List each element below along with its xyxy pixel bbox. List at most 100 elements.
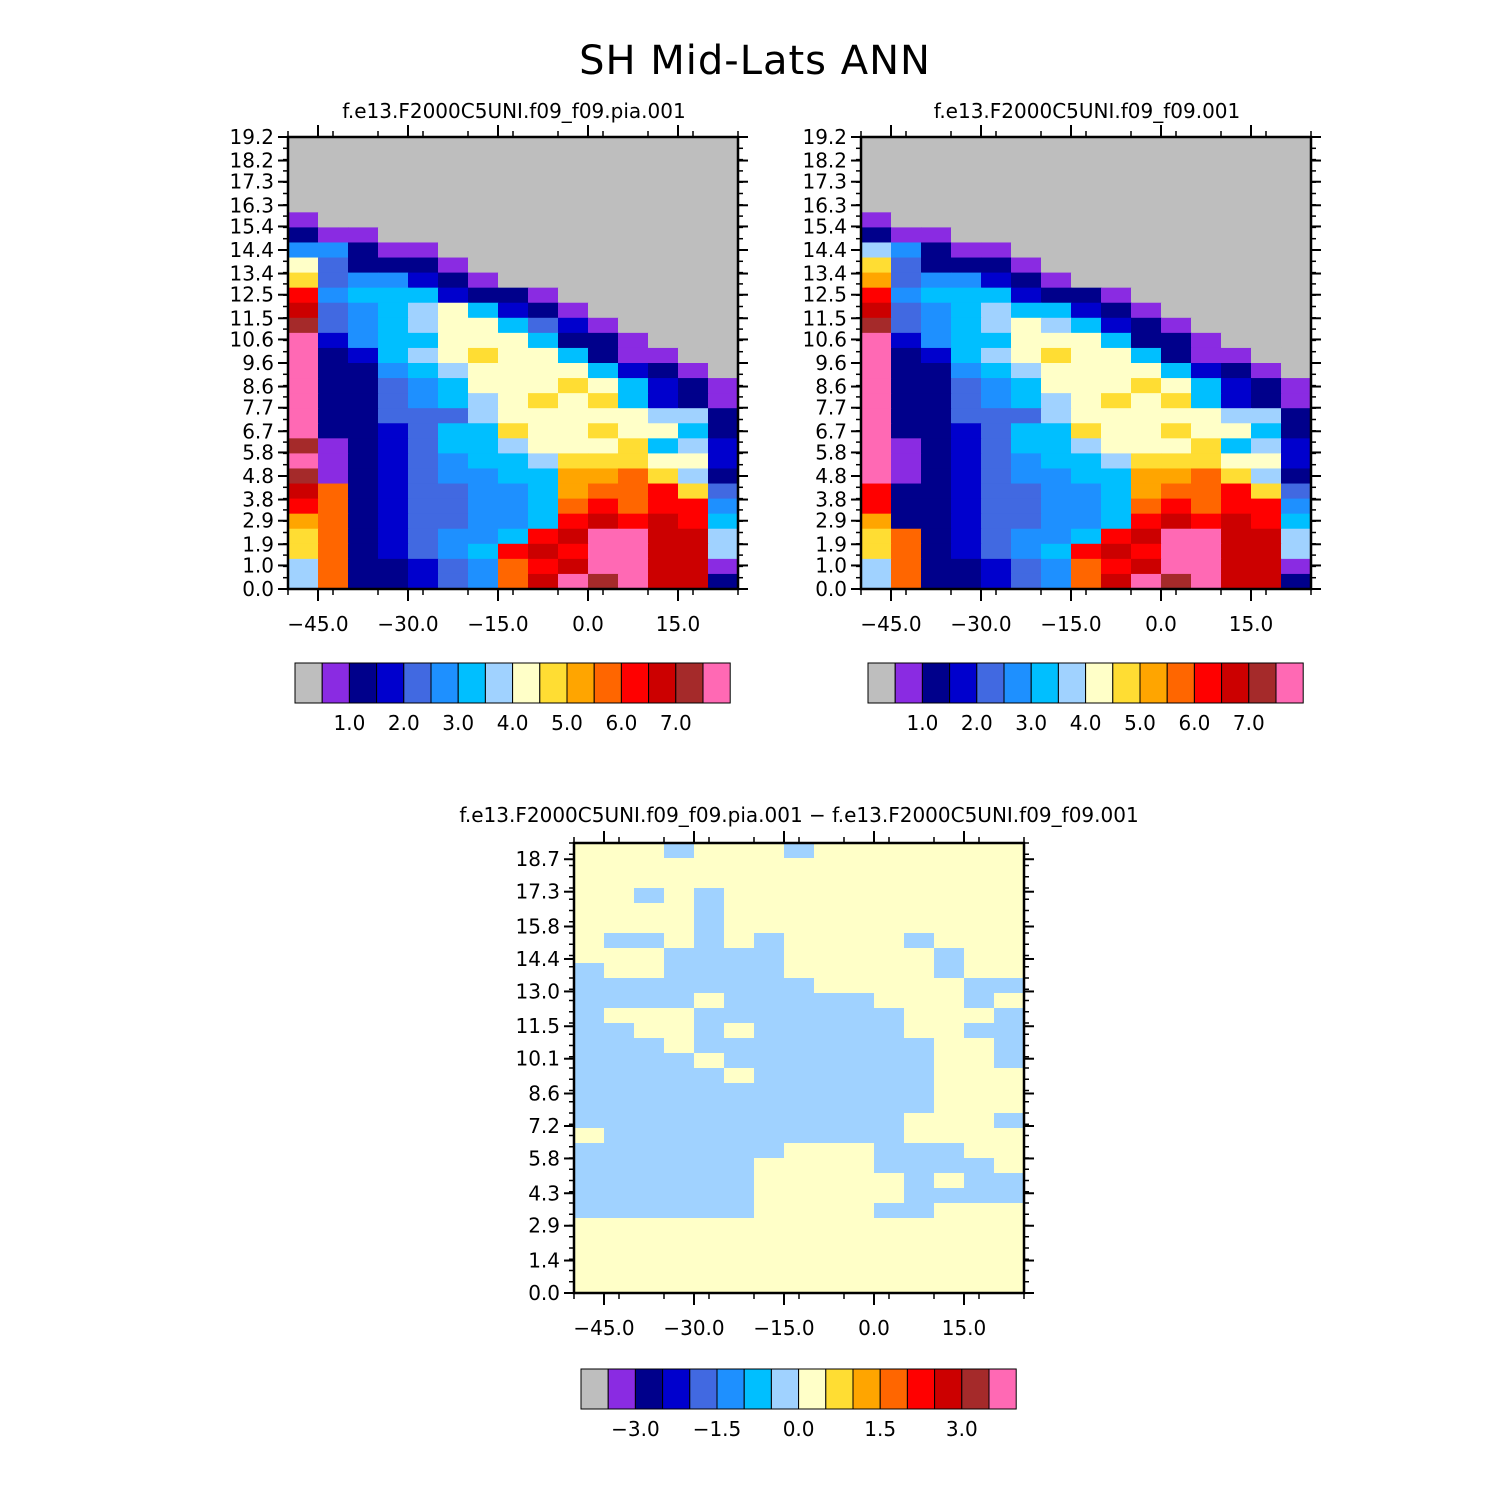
y-tick-label: 9.6 bbox=[815, 351, 847, 375]
heatmap-cell bbox=[861, 453, 892, 470]
heatmap-cell bbox=[861, 468, 892, 485]
heatmap-cell bbox=[981, 167, 1012, 183]
y-tick-label: 13.0 bbox=[515, 979, 560, 1003]
heatmap-cell bbox=[981, 272, 1012, 289]
heatmap-cell bbox=[1221, 378, 1252, 394]
heatmap-cell bbox=[588, 423, 619, 439]
heatmap-cell bbox=[1101, 378, 1132, 394]
heatmap-cell bbox=[694, 858, 725, 874]
heatmap-cell bbox=[964, 1008, 995, 1024]
heatmap-cell bbox=[724, 1233, 755, 1249]
heatmap-cell bbox=[318, 257, 349, 274]
heatmap-cell bbox=[648, 347, 679, 364]
heatmap-cell bbox=[1041, 182, 1072, 198]
heatmap-cell bbox=[708, 423, 739, 439]
heatmap-cell bbox=[861, 423, 892, 439]
heatmap-cell bbox=[1161, 197, 1192, 213]
y-tick-label: 8.6 bbox=[815, 375, 847, 399]
heatmap-cell bbox=[468, 438, 499, 454]
heatmap-cell bbox=[708, 242, 739, 259]
heatmap-cell bbox=[664, 1008, 695, 1024]
heatmap-cell bbox=[288, 363, 319, 379]
heatmap-cell bbox=[874, 1008, 905, 1024]
heatmap-cell bbox=[1071, 242, 1102, 259]
heatmap-cell bbox=[874, 963, 905, 979]
heatmap-cell bbox=[604, 903, 635, 919]
heatmap-cell bbox=[574, 918, 605, 934]
heatmap-cell bbox=[844, 993, 875, 1009]
heatmap-cell bbox=[1251, 498, 1282, 515]
colorbar-label: 1.0 bbox=[333, 711, 365, 735]
heatmap-cell bbox=[921, 287, 952, 304]
heatmap-cell bbox=[921, 197, 952, 213]
colorbar-label: 3.0 bbox=[1015, 711, 1047, 735]
heatmap-cell bbox=[981, 378, 1012, 394]
heatmap-cell bbox=[498, 257, 529, 274]
heatmap-cell bbox=[1251, 272, 1282, 289]
heatmap-cell bbox=[1041, 332, 1072, 349]
colorbar-box bbox=[457, 662, 486, 704]
heatmap-cell bbox=[861, 242, 892, 259]
heatmap-cell bbox=[558, 272, 589, 289]
heatmap-cell bbox=[1221, 513, 1252, 530]
heatmap-cell bbox=[874, 1263, 905, 1279]
heatmap-cell bbox=[921, 513, 952, 530]
heatmap-cell bbox=[904, 933, 935, 949]
heatmap-cell bbox=[1191, 212, 1222, 228]
heatmap-cell bbox=[498, 227, 529, 244]
heatmap-cell bbox=[874, 1278, 905, 1294]
heatmap-cell bbox=[1071, 573, 1102, 590]
y-tick-label: 18.2 bbox=[802, 149, 847, 173]
heatmap-cell bbox=[1221, 528, 1252, 545]
heatmap-cell bbox=[951, 363, 982, 379]
heatmap-cell bbox=[981, 197, 1012, 213]
colorbar-box bbox=[512, 662, 541, 704]
heatmap-cell bbox=[588, 573, 619, 590]
heatmap-cell bbox=[528, 468, 559, 485]
heatmap-cell bbox=[588, 332, 619, 349]
heatmap-cell bbox=[678, 468, 709, 485]
heatmap-cell bbox=[408, 167, 439, 183]
heatmap-cell bbox=[1011, 152, 1042, 168]
heatmap-cell bbox=[604, 948, 635, 964]
heatmap-cell bbox=[408, 137, 439, 153]
heatmap-cell bbox=[318, 498, 349, 515]
heatmap-cell bbox=[1071, 438, 1102, 454]
heatmap-cell bbox=[528, 242, 559, 259]
heatmap-cell bbox=[528, 317, 559, 334]
colorbar-label: 0.0 bbox=[783, 1417, 815, 1441]
heatmap-cell bbox=[964, 1263, 995, 1279]
heatmap-cell bbox=[724, 873, 755, 889]
heatmap-cell bbox=[634, 1233, 665, 1249]
heatmap-cell bbox=[618, 558, 649, 575]
heatmap-cell bbox=[994, 873, 1025, 889]
heatmap-cell bbox=[1071, 513, 1102, 530]
heatmap-cell bbox=[904, 888, 935, 904]
heatmap-cell bbox=[618, 182, 649, 198]
heatmap-cell bbox=[1161, 498, 1192, 515]
heatmap-cell bbox=[1041, 528, 1072, 545]
heatmap-cell bbox=[408, 558, 439, 575]
heatmap-cell bbox=[934, 888, 965, 904]
y-tick-label: 11.5 bbox=[229, 306, 274, 330]
heatmap-cell bbox=[634, 843, 665, 859]
heatmap-cell bbox=[678, 152, 709, 168]
heatmap-cell bbox=[468, 332, 499, 349]
heatmap-cell bbox=[1281, 302, 1312, 319]
heatmap-cell bbox=[754, 1173, 785, 1189]
heatmap-cell bbox=[528, 543, 559, 560]
heatmap-cell bbox=[951, 167, 982, 183]
heatmap-cell bbox=[678, 332, 709, 349]
heatmap-cell bbox=[438, 513, 469, 530]
heatmap-cell bbox=[784, 1068, 815, 1084]
heatmap-cell bbox=[528, 513, 559, 530]
heatmap-cell bbox=[558, 408, 589, 424]
heatmap-cell bbox=[288, 197, 319, 213]
heatmap-cell bbox=[904, 1068, 935, 1084]
heatmap-cell bbox=[468, 242, 499, 259]
heatmap-cell bbox=[1071, 182, 1102, 198]
heatmap-cell bbox=[981, 227, 1012, 244]
colorbar-box bbox=[934, 1368, 963, 1410]
y-tick-label: 18.2 bbox=[229, 149, 274, 173]
heatmap-cell bbox=[588, 167, 619, 183]
